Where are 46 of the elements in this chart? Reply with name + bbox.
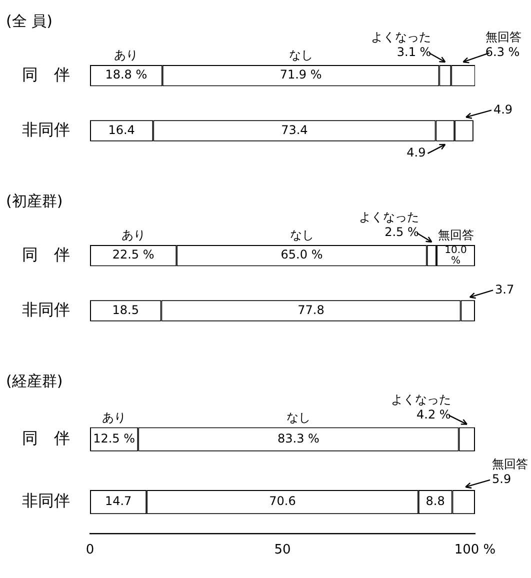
data-label: 10.0 % <box>444 244 467 266</box>
series-label: あり <box>114 48 138 62</box>
series-label: なし <box>290 228 314 242</box>
series-label: 無回答 <box>438 228 474 242</box>
data-label: 70.6 <box>269 494 296 508</box>
series-label: なし <box>288 48 313 62</box>
data-label: 6.3 % <box>485 45 520 60</box>
data-label: 3.1 % <box>396 45 432 60</box>
data-label: 2.5 % <box>384 225 419 240</box>
chart-title: (初産群) <box>6 192 63 210</box>
y-tick-label: 非同伴 <box>22 120 70 139</box>
data-label: 4.2 % <box>416 407 451 422</box>
chart-title: (経産群) <box>6 372 63 390</box>
data-label: 83.3 % <box>278 431 320 446</box>
series-label: よくなった <box>358 210 419 224</box>
data-label: 8.8 <box>426 494 445 508</box>
data-label: 16.4 <box>108 122 135 137</box>
data-label: 4.9 <box>406 146 426 160</box>
y-tick-label: 同 伴 <box>22 244 70 264</box>
data-label: 65.0 % <box>280 248 323 262</box>
data-label: 5.9 <box>492 472 512 486</box>
data-label: 14.7 <box>104 494 132 508</box>
series-label: あり <box>121 228 146 242</box>
data-label: 73.4 <box>281 122 308 137</box>
series-label: よくなった <box>390 392 451 406</box>
y-tick-label: 同 伴 <box>22 428 70 448</box>
text: 無回答 <box>485 30 522 44</box>
series-label: あり <box>102 410 126 424</box>
series-label: なし <box>286 410 310 424</box>
series-label: よくなった <box>371 30 432 44</box>
text: 無回答 <box>492 457 528 472</box>
data-label: 12.5 % <box>93 431 136 446</box>
data-label: 18.8 % <box>105 68 148 82</box>
y-tick-label: 非同伴 <box>22 300 70 319</box>
data-label: 22.5 % <box>112 248 154 262</box>
data-label: 4.9 <box>493 102 513 116</box>
data-label: 77.8 <box>298 302 324 317</box>
y-tick-label: 非同伴 <box>22 491 70 510</box>
y-tick-label: 同 伴 <box>22 64 70 84</box>
data-label: 3.7 <box>495 282 514 296</box>
x-tick-label: 0 <box>86 542 94 558</box>
chart-title: (全 員) <box>6 12 52 30</box>
x-tick-label: 100 % <box>454 542 496 558</box>
data-label: 71.9 % <box>280 68 322 82</box>
x-tick-label: 50 <box>274 542 291 558</box>
data-label: 18.5 <box>112 302 139 317</box>
